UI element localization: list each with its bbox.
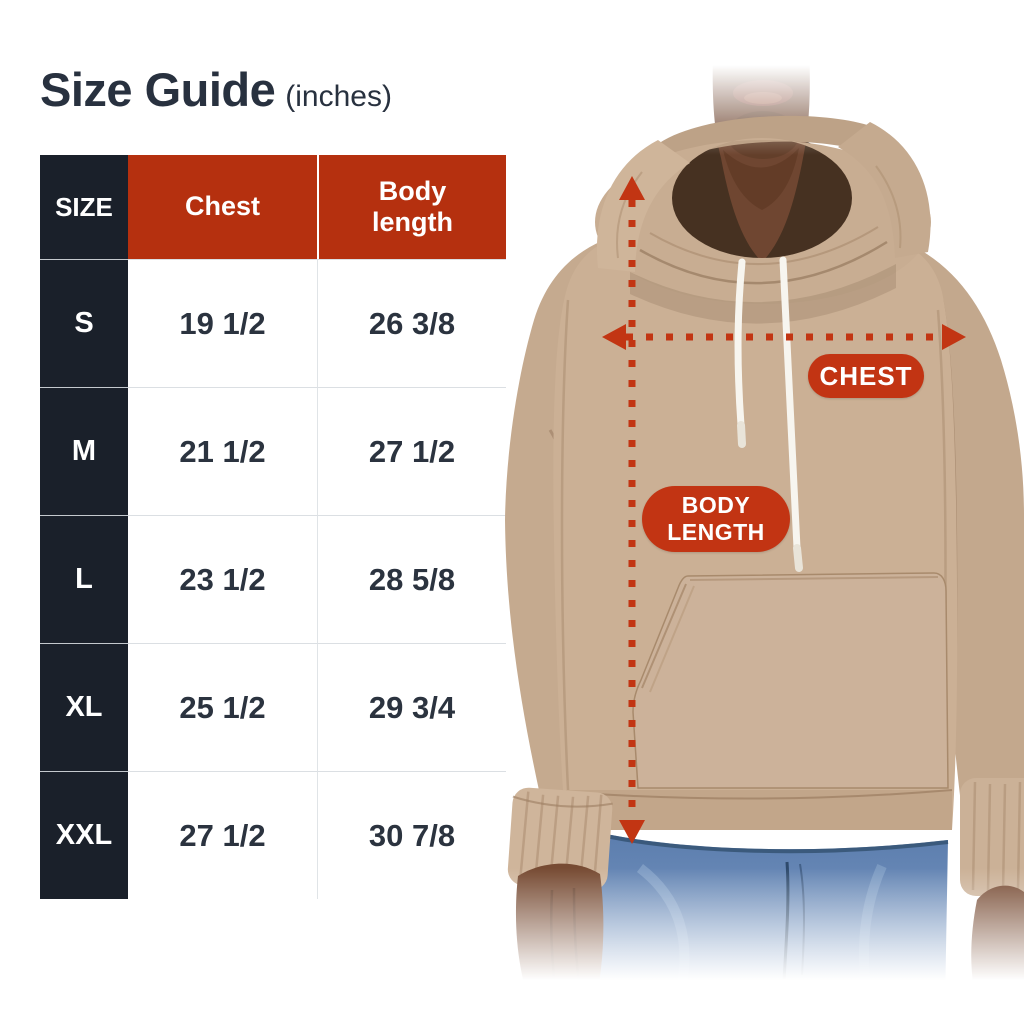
- right-sleeve: [885, 235, 1024, 812]
- left-cuff: [507, 787, 613, 891]
- row-xl-size: XL: [40, 643, 128, 771]
- row-xxl-body-length: 30 7/8: [317, 771, 506, 899]
- header-chest: Chest: [128, 155, 317, 259]
- hood-cavity: [666, 134, 858, 270]
- row-s-body-length: 26 3/8: [317, 259, 506, 387]
- row-xxl-size: XXL: [40, 771, 128, 899]
- row-xl-chest: 25 1/2: [128, 643, 317, 771]
- page-title-unit: (inches): [285, 80, 392, 113]
- row-m-body-length: 27 1/2: [317, 387, 506, 515]
- bottom-fade: [490, 868, 1024, 1024]
- row-xl-body-length: 29 3/4: [317, 643, 506, 771]
- row-l-size: L: [40, 515, 128, 643]
- right-cuff: [960, 778, 1024, 896]
- head-neck: [712, 30, 810, 262]
- body-length-measure-line: [619, 176, 645, 844]
- left-sleeve: [505, 232, 630, 830]
- lips: [733, 80, 793, 106]
- header-size: SIZE: [40, 155, 128, 259]
- page-title: Size Guide (inches): [40, 62, 392, 117]
- chest-measure-badge: CHEST: [808, 354, 924, 398]
- body-length-measure-badge: BODY LENGTH: [642, 486, 790, 552]
- chest-shadow: [630, 264, 896, 324]
- hood: [595, 115, 931, 304]
- row-m-chest: 21 1/2: [128, 387, 317, 515]
- header-body-length: Body length: [317, 155, 506, 259]
- face-fade: [675, 0, 855, 155]
- row-m-size: M: [40, 387, 128, 515]
- left-hand: [515, 863, 604, 1008]
- page-title-main: Size Guide: [40, 63, 276, 116]
- hem-band: [565, 789, 953, 830]
- jeans: [587, 830, 949, 1005]
- row-l-body-length: 28 5/8: [317, 515, 506, 643]
- row-l-chest: 23 1/2: [128, 515, 317, 643]
- right-hand: [971, 885, 1024, 1012]
- kangaroo-pocket: [632, 572, 949, 789]
- row-xxl-chest: 27 1/2: [128, 771, 317, 899]
- row-s-chest: 19 1/2: [128, 259, 317, 387]
- row-s-size: S: [40, 259, 128, 387]
- chest-measure-line: [602, 324, 966, 350]
- size-table: SIZE Chest Body length S 19 1/2 26 3/8 M…: [40, 155, 506, 899]
